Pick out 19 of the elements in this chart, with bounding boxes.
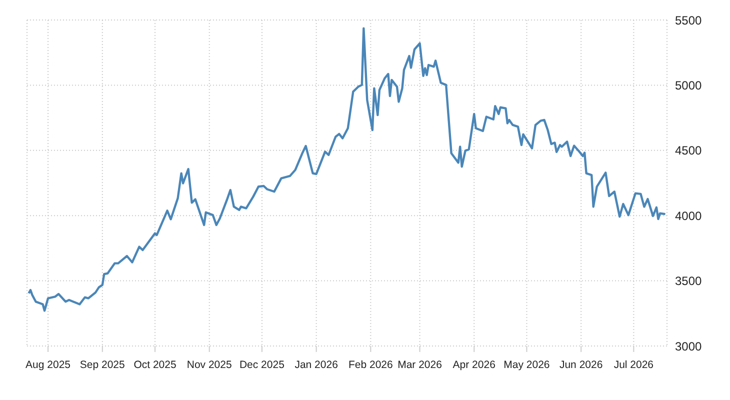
x-tick-label: Oct 2025 <box>134 359 176 371</box>
x-tick-label: May 2026 <box>504 359 550 371</box>
x-tick-label: Sep 2025 <box>80 359 126 371</box>
y-tick-label: 4000 <box>675 208 702 223</box>
x-tick-label: Apr 2026 <box>452 359 496 371</box>
x-tick-label: Jun 2026 <box>559 359 603 371</box>
line-series <box>28 27 666 312</box>
x-tick-label: Jan 2026 <box>294 359 338 371</box>
x-tick-label: Feb 2026 <box>348 359 394 371</box>
x-tick-label: Mar 2026 <box>398 359 442 371</box>
y-tick-label: 3000 <box>675 339 702 354</box>
x-tick-label: Nov 2025 <box>186 359 232 371</box>
y-tick-label: 4500 <box>675 144 702 158</box>
y-tick-label: 3500 <box>675 274 702 288</box>
x-tick-label: Dec 2025 <box>239 359 285 371</box>
x-tick-label: Jul 2026 <box>614 359 654 371</box>
x-tick-label: Aug 2025 <box>26 359 71 371</box>
y-tick-label: 5000 <box>675 78 702 92</box>
y-tick-label: 5500 <box>675 13 702 28</box>
